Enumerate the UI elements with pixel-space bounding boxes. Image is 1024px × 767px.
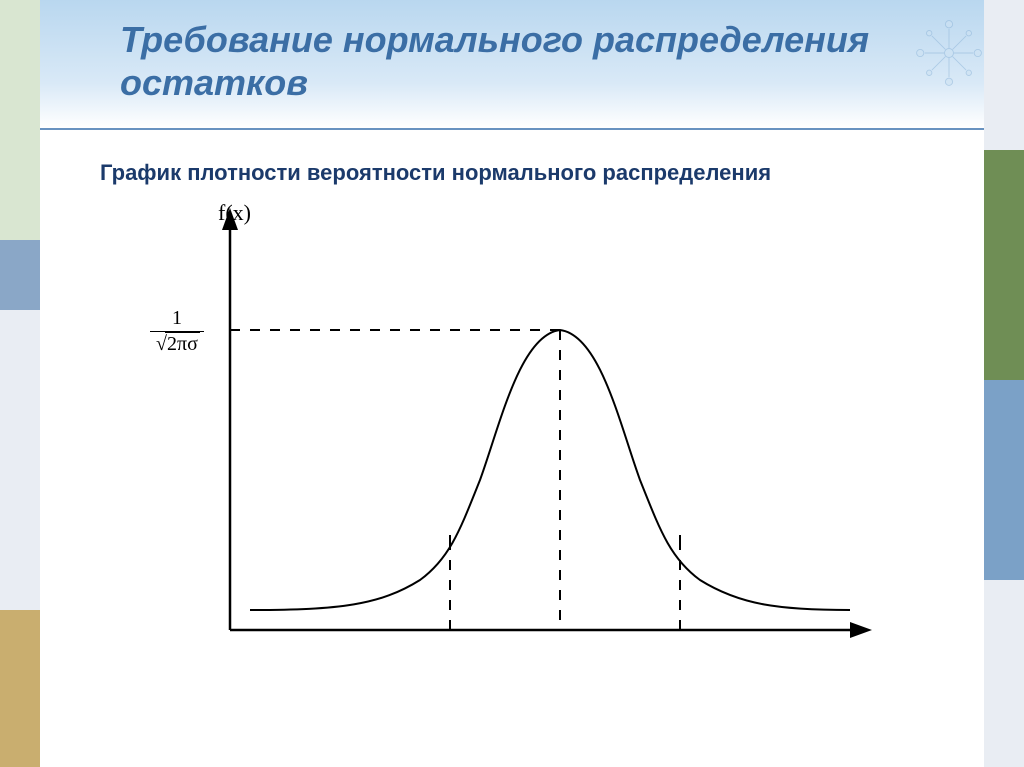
peak-value-label: 1 2πσ [150, 308, 204, 355]
side-segment [984, 380, 1024, 580]
side-segment [0, 310, 40, 610]
peak-label-numerator: 1 [150, 308, 204, 331]
left-side-strip [0, 0, 40, 767]
bell-curve [250, 330, 850, 610]
normal-distribution-chart: f(x) 1 2πσ [120, 200, 880, 680]
side-segment [0, 610, 40, 767]
ornament-icon [904, 8, 994, 98]
slide-subtitle: График плотности вероятности нормального… [100, 160, 771, 186]
x-axis-arrow [850, 622, 872, 638]
peak-label-denominator: 2πσ [150, 331, 204, 355]
slide: Требование нормального распределения ост… [0, 0, 1024, 767]
side-segment [0, 0, 40, 240]
chart-svg [120, 200, 880, 680]
slide-title: Требование нормального распределения ост… [120, 18, 884, 104]
y-axis-label: f(x) [218, 200, 251, 226]
side-segment [0, 240, 40, 310]
side-segment [984, 580, 1024, 767]
right-side-strip [984, 0, 1024, 767]
side-segment [984, 150, 1024, 380]
side-segment [984, 0, 1024, 150]
